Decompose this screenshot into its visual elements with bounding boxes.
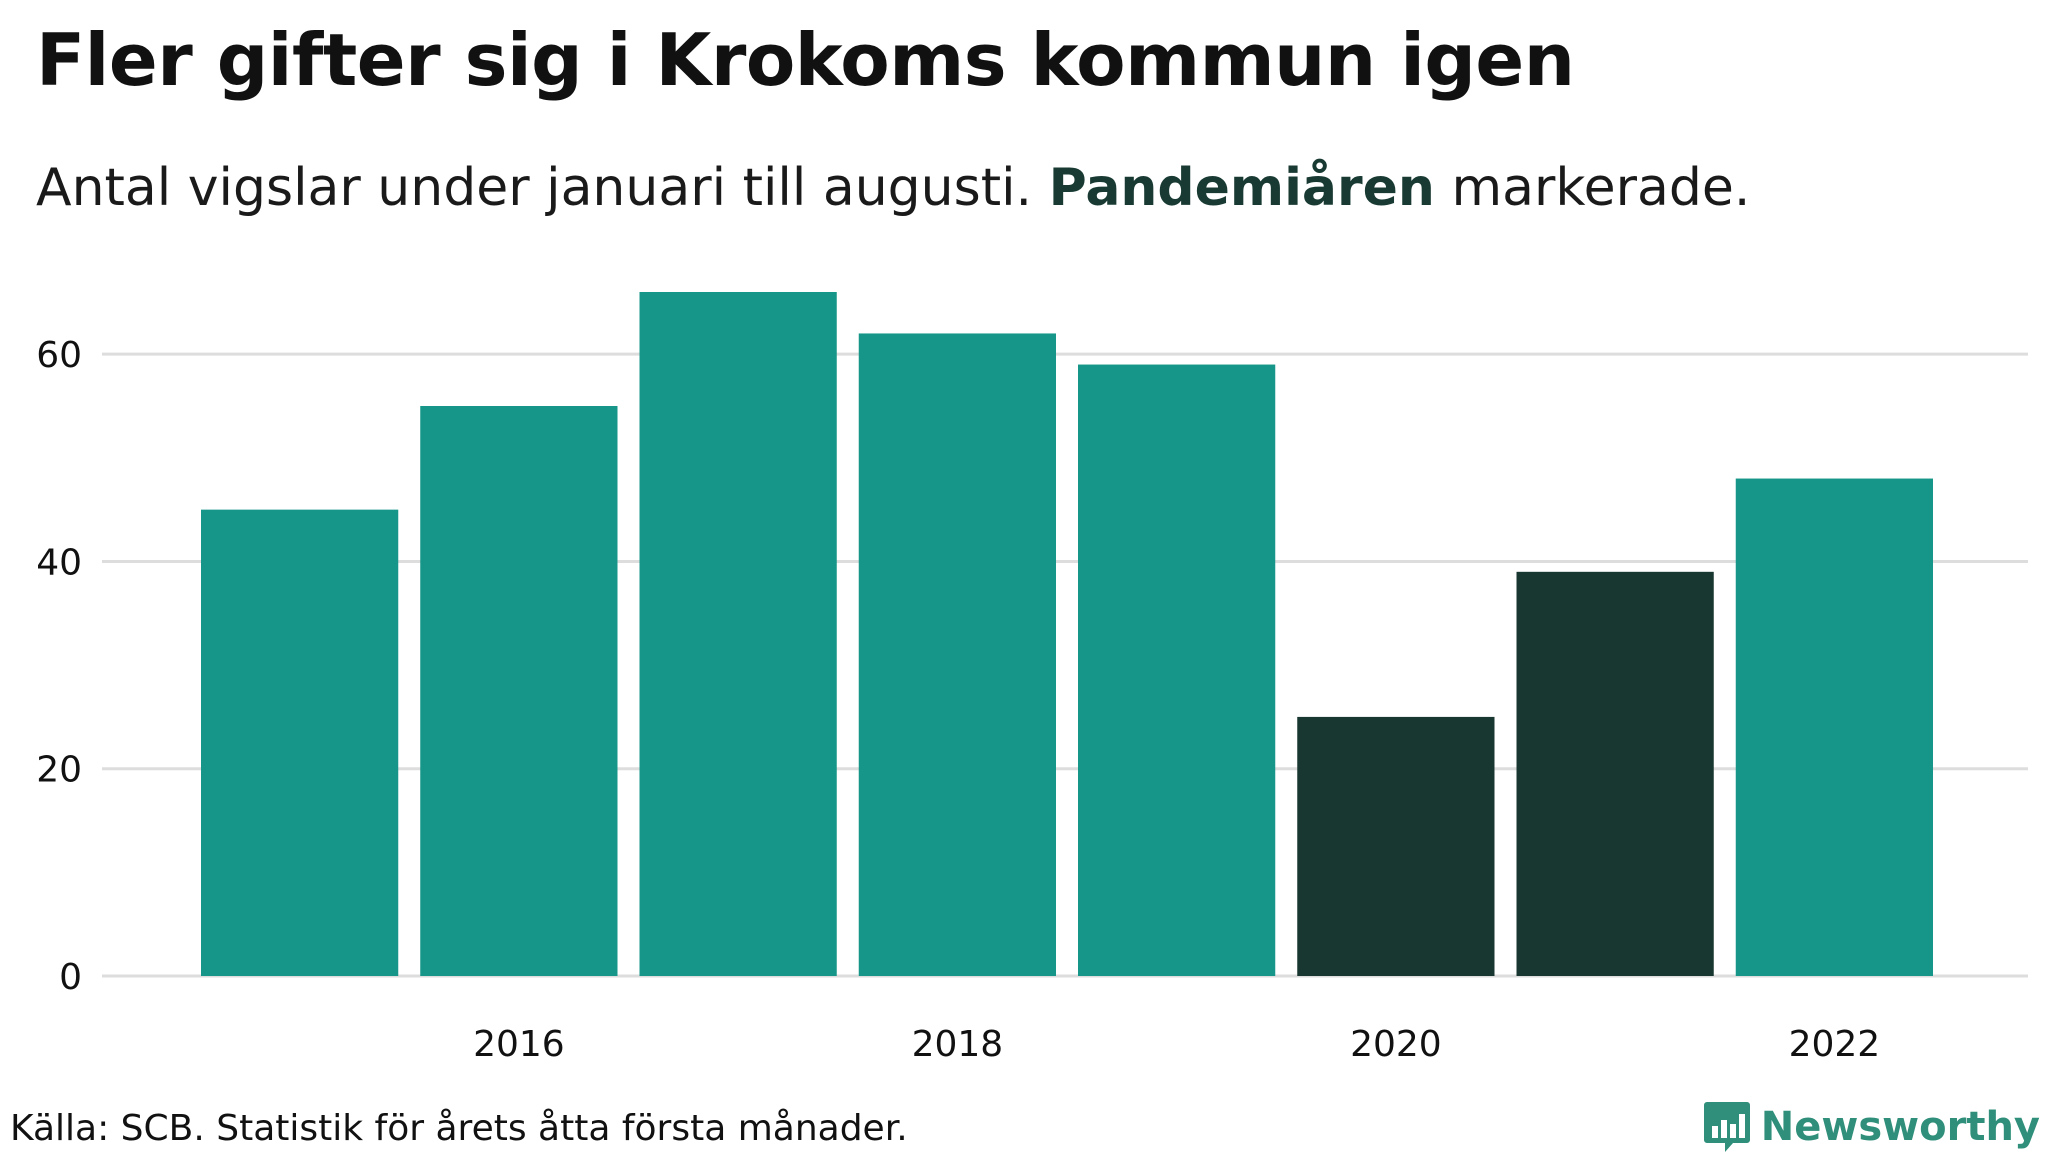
brand-name: Newsworthy xyxy=(1760,1104,2040,1150)
bar xyxy=(201,509,399,976)
bar xyxy=(1078,364,1276,976)
x-tick-label: 2018 xyxy=(912,1024,1004,1060)
subtitle-suffix: markerade. xyxy=(1434,158,1751,218)
bar xyxy=(420,406,618,976)
y-tick-label: 20 xyxy=(36,750,82,791)
bar xyxy=(858,333,1056,976)
bar xyxy=(1516,571,1714,976)
bar xyxy=(1735,478,1933,976)
x-tick-label: 2022 xyxy=(1789,1024,1881,1060)
x-tick-label: 2020 xyxy=(1350,1024,1442,1060)
bar xyxy=(1297,716,1495,976)
brand-logo: Newsworthy xyxy=(1703,1100,2040,1154)
bar-chart: 0 20 40 60 2016 2018 2020 2022 xyxy=(36,292,2028,1060)
subtitle-highlight: Pandemiåren xyxy=(1048,158,1435,218)
y-tick-label: 40 xyxy=(36,542,82,583)
x-tick-label: 2016 xyxy=(473,1024,565,1060)
bar-chart-speech-bubble-icon xyxy=(1703,1102,1750,1152)
y-tick-label: 0 xyxy=(59,957,82,998)
chart-title: Fler gifter sig i Krokoms kommun igen xyxy=(36,18,1575,102)
y-tick-label: 60 xyxy=(36,335,82,376)
source-note: Källa: SCB. Statistik för årets åtta för… xyxy=(10,1108,908,1149)
chart-subtitle: Antal vigslar under januari till augusti… xyxy=(36,158,1750,218)
bar xyxy=(639,292,837,976)
subtitle-text: Antal vigslar under januari till augusti… xyxy=(36,158,1049,218)
